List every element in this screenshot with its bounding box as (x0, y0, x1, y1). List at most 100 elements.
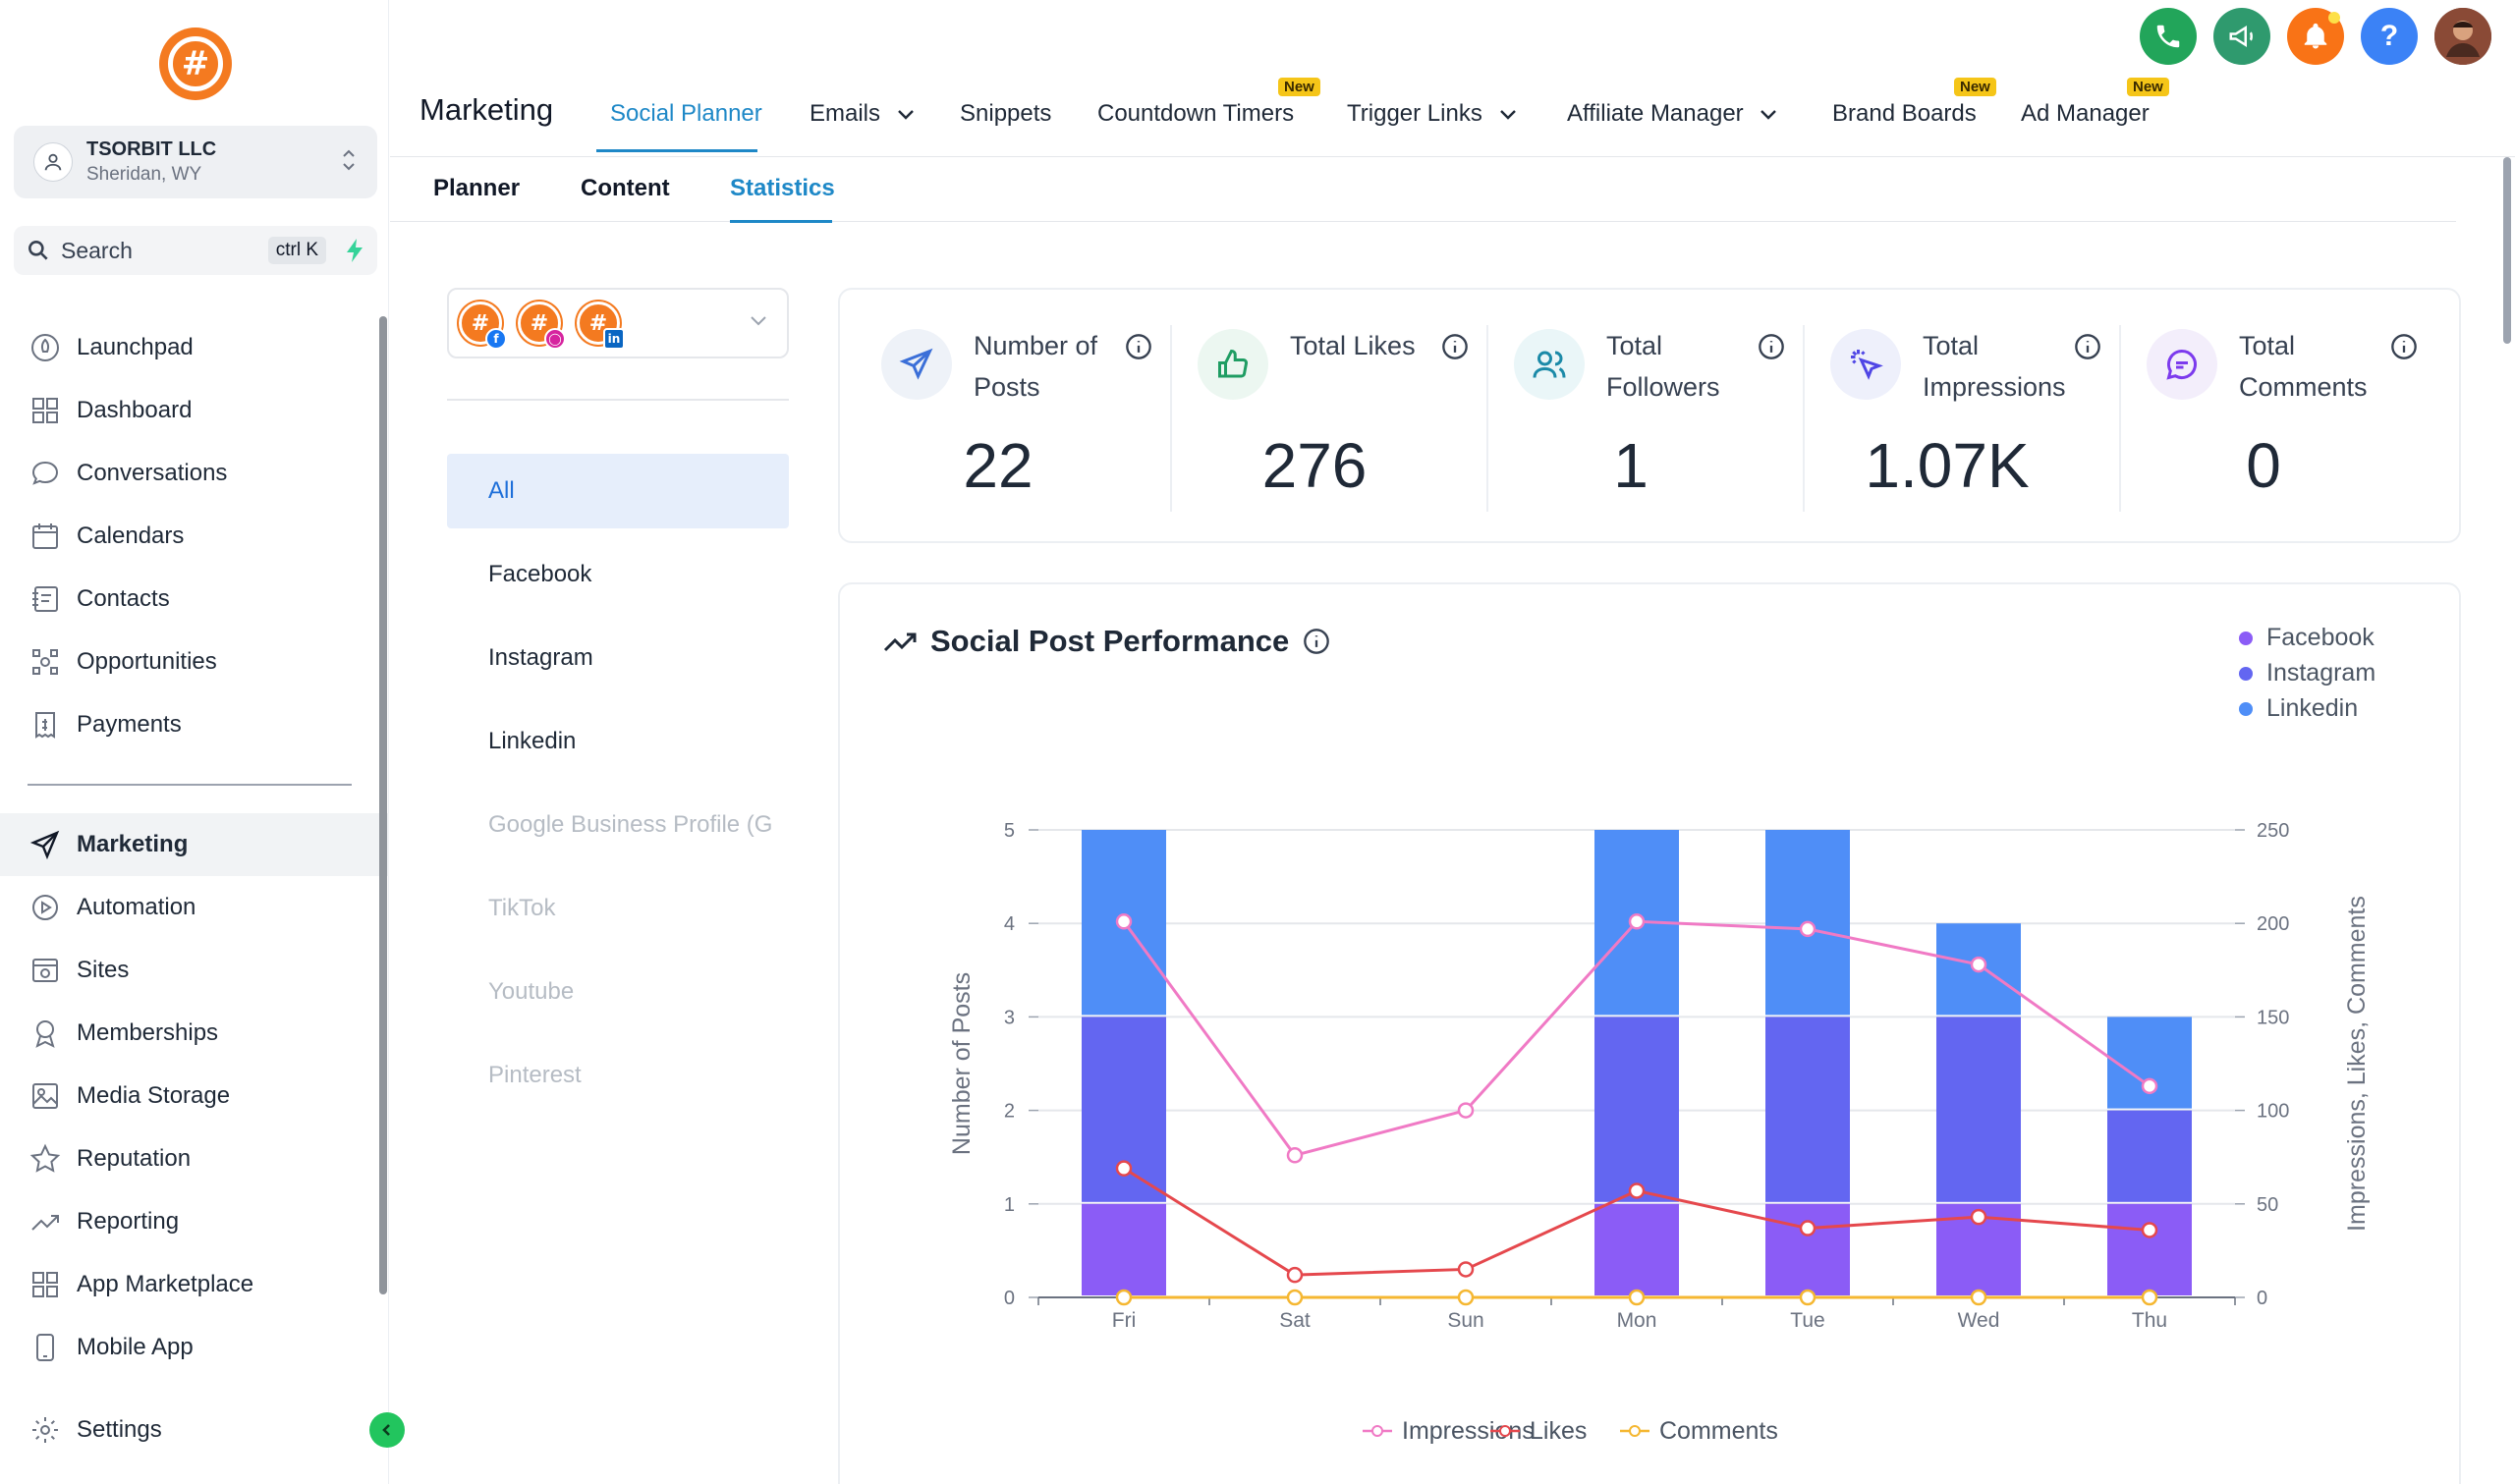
chevron-left-icon (382, 1424, 390, 1436)
legend-dot (2239, 632, 2253, 646)
point-comments (1115, 1289, 1133, 1306)
bar-instagram (1594, 1017, 1679, 1202)
tab-snippets[interactable]: Snippets (960, 100, 1052, 127)
y-tick-label: 1 (1004, 1194, 1015, 1216)
account-switcher[interactable]: TSORBIT LLC Sheridan, WY (14, 126, 377, 198)
sidebar-item-automation[interactable]: Automation (0, 876, 389, 939)
info-icon[interactable] (1441, 333, 1469, 360)
stat-label: Total Likes (1290, 331, 1416, 360)
legend-linkedin[interactable]: Linkedin (2239, 690, 2375, 726)
sidebar-item-mobile-app[interactable]: Mobile App (0, 1316, 389, 1379)
info-icon[interactable] (2390, 333, 2418, 360)
active-tab-indicator (596, 149, 757, 152)
sidebar-item-app-marketplace[interactable]: App Marketplace (0, 1253, 389, 1316)
gear-icon (32, 1417, 58, 1443)
legend-dot (2239, 702, 2253, 717)
active-subtab-indicator (730, 220, 832, 223)
x-tick-label: Tue (1790, 1309, 1824, 1332)
point-impressions (1799, 920, 1816, 938)
legend-line-dot (1629, 1425, 1641, 1437)
legend-facebook[interactable]: Facebook (2239, 620, 2375, 655)
social-accounts-select[interactable]: # f # ◯ # in (447, 288, 789, 358)
notifications-button[interactable] (2287, 8, 2344, 65)
stat-value: 22 (963, 430, 1034, 501)
info-icon[interactable] (1303, 628, 1330, 655)
sidebar-item-media-storage[interactable]: Media Storage (0, 1065, 389, 1127)
quick-action-bolt-icon[interactable] (344, 238, 365, 263)
collapse-sidebar-button[interactable] (369, 1412, 405, 1448)
point-likes (1970, 1208, 1987, 1226)
sidebar-item-reputation[interactable]: Reputation (0, 1127, 389, 1190)
stat-label: Total Followers (1606, 331, 1720, 402)
point-likes (1457, 1261, 1475, 1278)
chevron-down-icon (897, 109, 914, 120)
filter-youtube: Youtube (488, 978, 575, 1005)
sidebar-item-memberships[interactable]: Memberships (0, 1002, 389, 1065)
help-button[interactable]: ? (2361, 8, 2418, 65)
y2-tick-label: 100 (2257, 1101, 2289, 1123)
legend-instagram[interactable]: Instagram (2239, 655, 2375, 690)
filter-linkedin[interactable]: Linkedin (488, 728, 577, 754)
subtab-content[interactable]: Content (581, 175, 670, 201)
filter-facebook[interactable]: Facebook (488, 561, 592, 587)
filter-all[interactable]: All (447, 454, 789, 528)
filter-pinterest: Pinterest (488, 1062, 582, 1088)
new-badge: New (2127, 78, 2169, 96)
sidebar-item-sites[interactable]: Sites (0, 939, 389, 1002)
users-icon (1514, 329, 1585, 400)
subtab-planner[interactable]: Planner (433, 175, 521, 201)
point-comments (1799, 1289, 1816, 1306)
user-avatar-icon (2434, 8, 2491, 65)
tab-ad-manager[interactable]: Ad Manager (2021, 100, 2150, 127)
info-icon[interactable] (2074, 333, 2101, 360)
subtab-statistics[interactable]: Statistics (730, 175, 835, 201)
tab-social-planner[interactable]: Social Planner (610, 100, 762, 127)
x-tick-label: Sun (1447, 1309, 1483, 1332)
page-scrollbar[interactable] (2503, 157, 2511, 344)
calendar-icon (32, 523, 58, 549)
sidebar-search[interactable]: Search ctrl K (14, 226, 377, 275)
megaphone-icon (2229, 25, 2253, 48)
point-impressions (1970, 956, 1987, 973)
tab-trigger-links[interactable]: Trigger Links (1347, 100, 1517, 128)
sidebar-item-contacts[interactable]: Contacts (0, 568, 389, 631)
sidebar-item-opportunities[interactable]: Opportunities (0, 631, 389, 693)
sidebar-nav-primary: Launchpad Dashboard Conversations Calend… (0, 316, 389, 756)
y-tick-label: 5 (1004, 820, 1015, 842)
new-badge: New (1954, 78, 1996, 96)
point-comments (2141, 1289, 2158, 1306)
stat-total-likes: Total Likes 276 (1156, 290, 1473, 545)
point-impressions (1286, 1147, 1304, 1164)
tab-countdown-timers[interactable]: Countdown Timers (1097, 100, 1295, 127)
sidebar-nav-footer: Settings (0, 1399, 389, 1461)
sidebar-item-reporting[interactable]: Reporting (0, 1190, 389, 1253)
account-avatar-instagram: # ◯ (518, 302, 566, 350)
info-icon[interactable] (1125, 333, 1152, 360)
sidebar-item-marketing[interactable]: Marketing (0, 813, 389, 876)
phone-call-button[interactable] (2140, 8, 2197, 65)
announcements-button[interactable] (2213, 8, 2270, 65)
phone-call-icon (2156, 25, 2180, 48)
trend-up-icon (883, 632, 917, 652)
sidebar-item-calendars[interactable]: Calendars (0, 505, 389, 568)
sidebar-scrollbar[interactable] (379, 316, 387, 1294)
y-tick-label: 4 (1004, 913, 1015, 935)
filter-instagram[interactable]: Instagram (488, 644, 593, 671)
star-icon (29, 1143, 61, 1173)
sidebar-item-payments[interactable]: Payments (0, 693, 389, 756)
user-avatar[interactable] (2434, 8, 2491, 65)
bell-icon (2304, 23, 2327, 49)
sidebar-item-dashboard[interactable]: Dashboard (0, 379, 389, 442)
point-likes (1115, 1160, 1133, 1177)
info-icon[interactable] (1758, 333, 1785, 360)
tab-brand-boards[interactable]: Brand Boards (1832, 100, 1977, 127)
point-likes (1286, 1266, 1304, 1284)
sidebar-item-launchpad[interactable]: Launchpad (0, 316, 389, 379)
tab-affiliate-manager[interactable]: Affiliate Manager (1567, 100, 1777, 128)
tab-emails[interactable]: Emails (810, 100, 915, 128)
bar-instagram (2107, 1110, 2192, 1202)
sidebar-item-settings[interactable]: Settings (0, 1399, 389, 1461)
company-logo[interactable]: # (159, 27, 232, 100)
sidebar-item-conversations[interactable]: Conversations (0, 442, 389, 505)
